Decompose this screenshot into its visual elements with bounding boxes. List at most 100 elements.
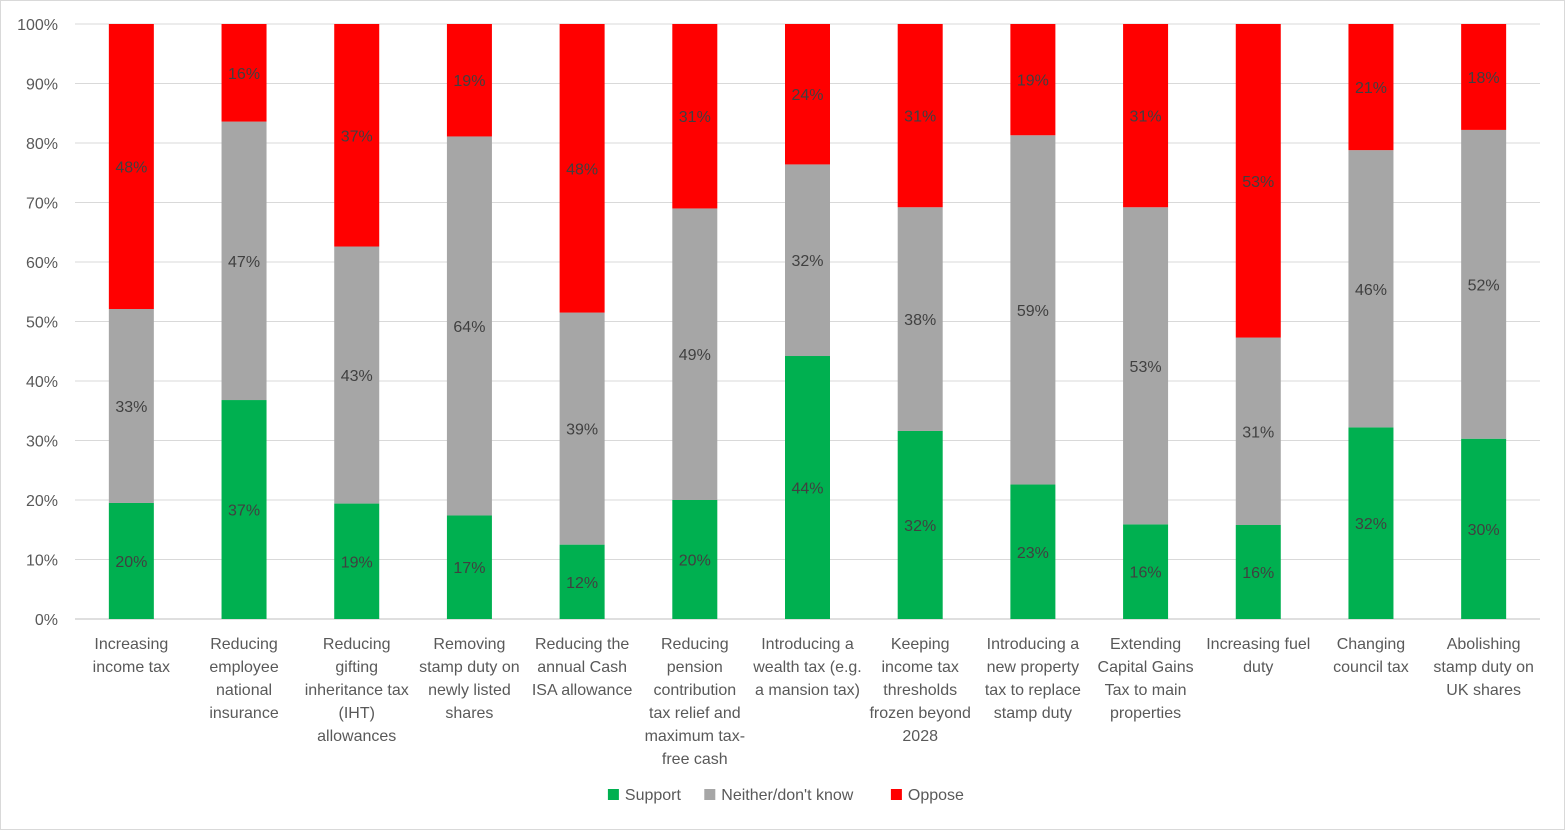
bar-oppose — [1235, 24, 1281, 338]
data-label: 46% — [1355, 282, 1387, 299]
data-label: 17% — [453, 560, 485, 577]
y-tick-label: 70% — [26, 196, 58, 213]
y-tick-label: 80% — [26, 136, 58, 153]
bar-support — [1348, 427, 1394, 619]
data-label: 49% — [679, 347, 711, 364]
data-label: 33% — [115, 399, 147, 416]
x-category-label: Keeping income tax thresholds frozen beyond… — [869, 636, 970, 745]
data-label: 19% — [341, 554, 373, 571]
data-label: 23% — [1017, 545, 1049, 562]
data-label: 18% — [1468, 70, 1500, 87]
bar-neither-don-t-know — [446, 136, 492, 516]
bars — [108, 24, 1507, 619]
data-label: 19% — [1017, 73, 1049, 90]
bar-neither-don-t-know — [1461, 129, 1507, 439]
bar-neither-don-t-know — [672, 208, 718, 500]
bar-neither-don-t-know — [334, 246, 380, 504]
data-label: 43% — [341, 368, 373, 385]
data-label: 19% — [453, 73, 485, 90]
legend-label-oppose: Oppose — [908, 787, 964, 804]
data-label: 24% — [791, 87, 823, 104]
x-category-label: Reducing gifting inheritance tax (IHT) allow… — [305, 636, 409, 745]
data-label: 32% — [791, 253, 823, 270]
bar-oppose — [1461, 24, 1507, 130]
bar-neither-don-t-know — [785, 164, 830, 357]
data-label: 30% — [1468, 522, 1500, 539]
x-category-label: Increasing fuel duty — [1206, 636, 1310, 676]
legend-label-neither-don-t-know: Neither/don't know — [721, 787, 853, 804]
data-label: 20% — [115, 554, 147, 571]
data-label: 37% — [341, 128, 373, 145]
bar-support — [1461, 438, 1507, 619]
x-category-label: Reducing the annual Cash ISA allowance — [532, 636, 633, 699]
bar-neither-don-t-know — [108, 309, 154, 503]
x-category-label: Introducing a wealth tax (e.g. a mansion t… — [752, 636, 862, 699]
y-tick-label: 90% — [26, 77, 58, 94]
bar-neither-don-t-know — [559, 312, 605, 545]
data-label: 32% — [904, 518, 936, 535]
data-label: 47% — [228, 254, 260, 271]
y-tick-label: 50% — [26, 315, 58, 332]
bar-support — [559, 544, 605, 619]
y-tick-label: 30% — [26, 434, 58, 451]
data-label: 31% — [679, 109, 711, 126]
data-label: 52% — [1468, 277, 1500, 294]
data-label: 39% — [566, 422, 598, 439]
bar-neither-don-t-know — [1235, 337, 1281, 525]
bar-support — [1235, 524, 1281, 619]
legend-label-support: Support — [625, 787, 682, 804]
bar-support — [785, 356, 830, 619]
bar-support — [1123, 524, 1169, 619]
data-label: 31% — [904, 109, 936, 126]
x-category-label: Changing council tax — [1333, 636, 1409, 676]
bar-oppose — [897, 24, 943, 208]
data-label: 31% — [1130, 109, 1162, 126]
legend-swatch-oppose — [890, 789, 902, 800]
x-category-label: Increasing income tax — [93, 636, 170, 676]
bar-oppose — [559, 24, 605, 313]
data-label: 12% — [566, 575, 598, 592]
bar-support — [108, 502, 154, 619]
bar-oppose — [1123, 24, 1169, 208]
data-label: 48% — [115, 160, 147, 177]
data-label: 38% — [904, 312, 936, 329]
bar-oppose — [446, 24, 492, 137]
y-tick-label: 10% — [26, 553, 58, 570]
bar-neither-don-t-know — [1010, 135, 1056, 485]
bar-oppose — [672, 24, 718, 209]
y-tick-label: 60% — [26, 255, 58, 272]
data-label: 53% — [1130, 359, 1162, 376]
bar-neither-don-t-know — [1348, 150, 1394, 428]
y-tick-label: 20% — [26, 493, 58, 510]
data-label: 31% — [1242, 424, 1274, 441]
bar-oppose — [334, 24, 380, 247]
axes: 0% 10% 20% 30% 40% 50% 60% 70% 80% 90% 100% Increas… — [17, 17, 1534, 768]
bar-support — [446, 515, 492, 619]
legend-swatch-neither-don-t-know — [704, 789, 716, 800]
x-category-label: Extending Capital Gains Tax to main propert… — [1098, 636, 1194, 722]
x-category-label: Removing stamp duty on newly listed shares — [419, 636, 520, 722]
bar-support — [1010, 484, 1056, 619]
bar-oppose — [1010, 24, 1056, 136]
y-tick-label: 0% — [35, 612, 58, 629]
bar-oppose — [108, 24, 154, 310]
bar-oppose — [785, 24, 830, 165]
data-label: 37% — [228, 503, 260, 520]
y-tick-label: 100% — [17, 17, 58, 34]
x-category-label: Reducing employee national insurance — [209, 636, 278, 722]
data-labels: 20% 33% 48% 37% 47% 16% 19% 43% 37% 17% 64% 19% 12% 3… — [115, 66, 1499, 592]
bar-oppose — [221, 24, 267, 122]
data-label: 16% — [1130, 565, 1162, 582]
data-label: 32% — [1355, 516, 1387, 533]
data-label: 20% — [679, 553, 711, 570]
bar-oppose — [1348, 24, 1394, 151]
bar-support — [221, 400, 267, 619]
x-category-label: Introducing a new property tax to replace s… — [985, 636, 1081, 722]
bar-support — [334, 503, 380, 619]
x-category-label: Reducing pension contribution tax relief an… — [645, 636, 745, 768]
data-label: 21% — [1355, 80, 1387, 97]
data-label: 48% — [566, 161, 598, 178]
x-category-label: Abolishing stamp duty on UK shares — [1433, 636, 1534, 699]
